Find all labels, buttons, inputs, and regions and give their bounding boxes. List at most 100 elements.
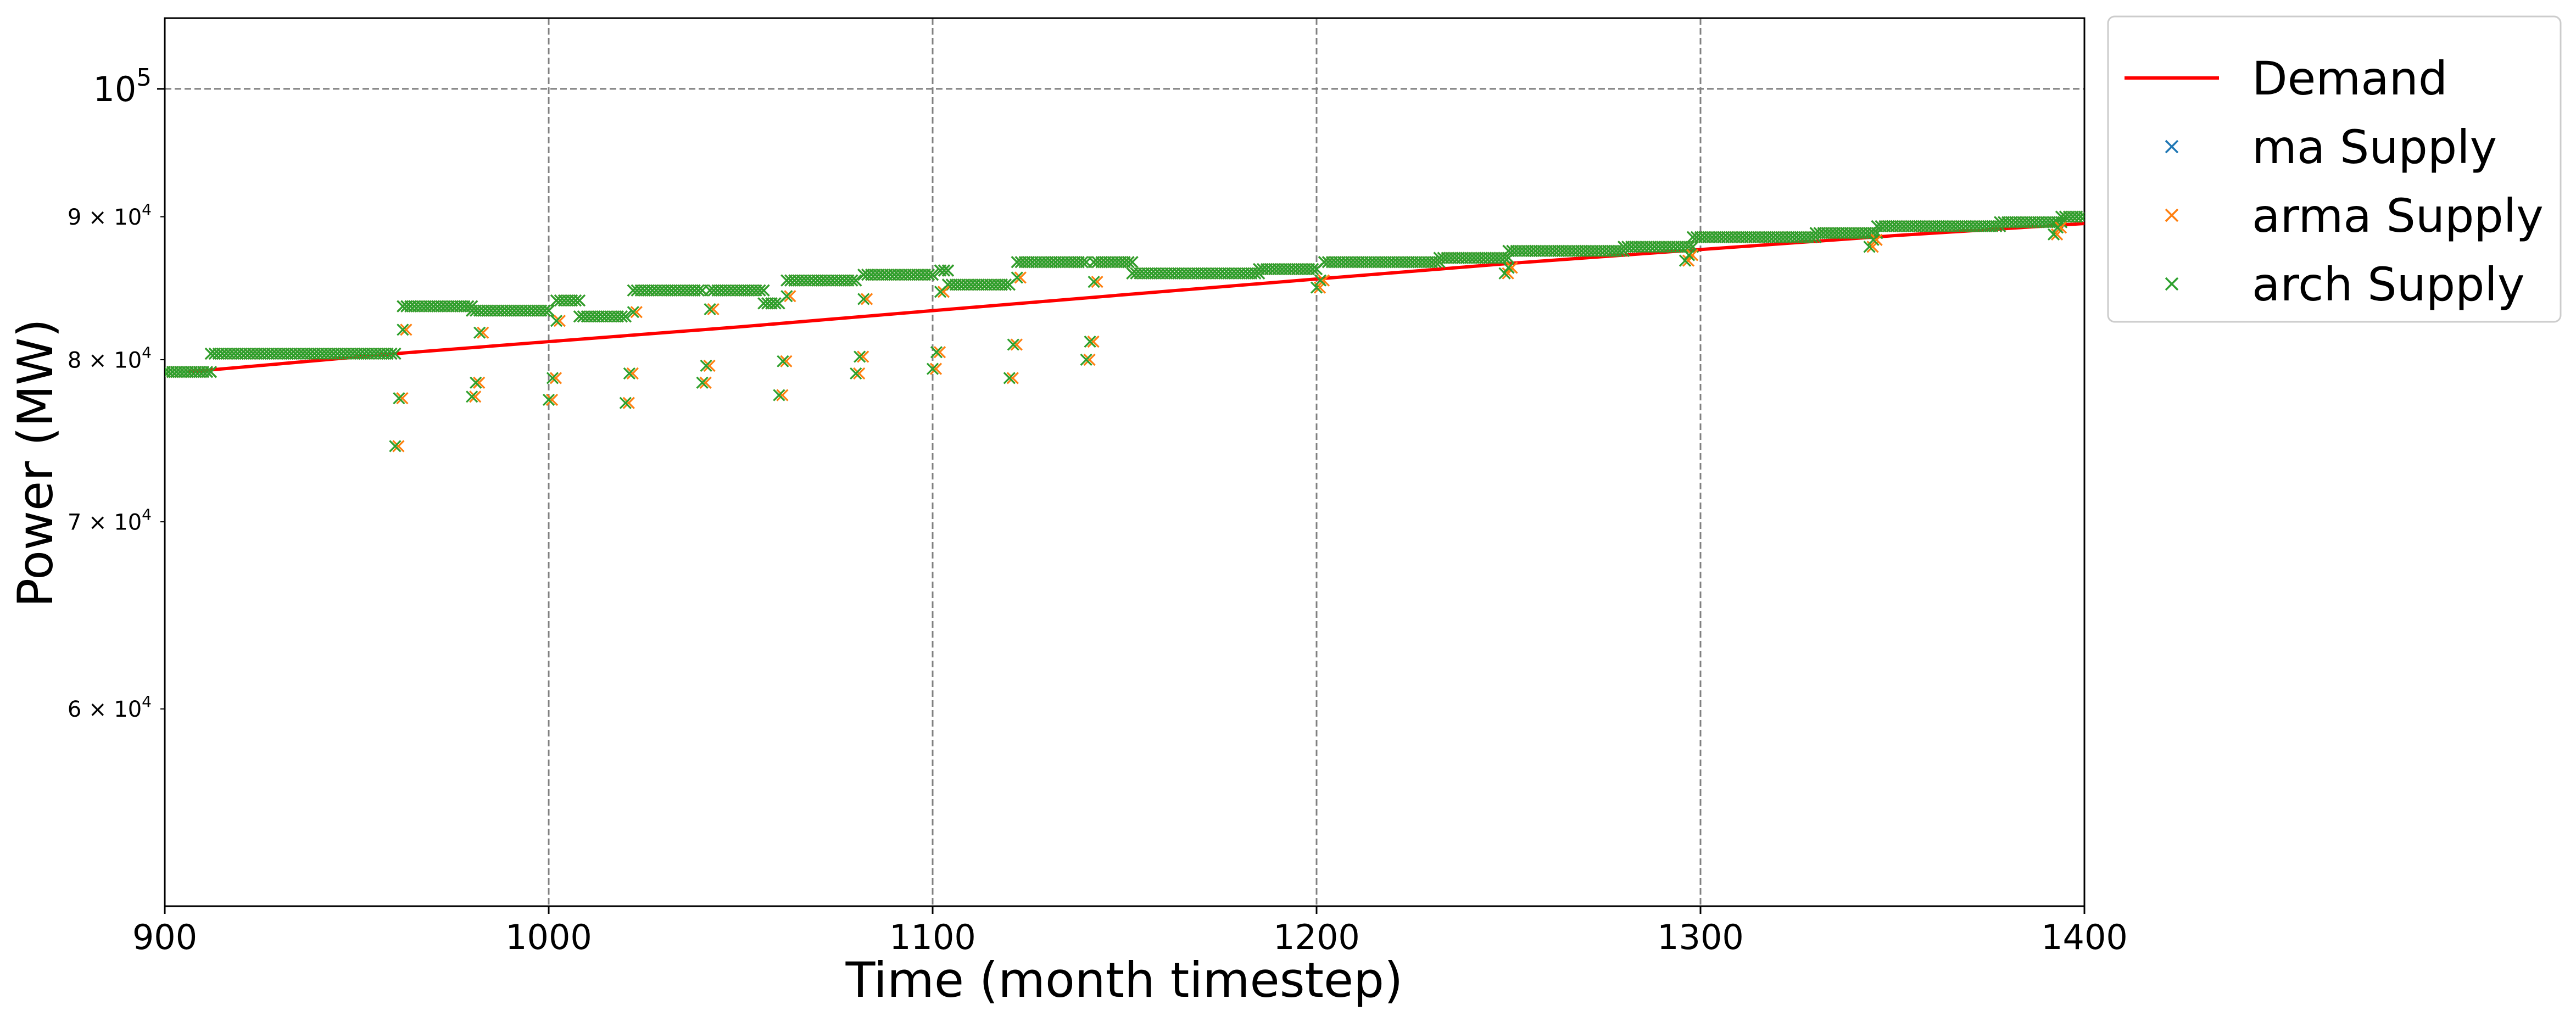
arch-supply-marker xyxy=(757,284,770,297)
y-tick-exponent: 4 xyxy=(142,200,152,219)
arma-supply-marker xyxy=(1087,335,1100,348)
arma-supply-marker xyxy=(937,286,950,298)
x-axis-label: Time (month timestep) xyxy=(845,952,1403,1008)
arma-supply-marker xyxy=(469,390,482,403)
y-tick-times-sign: × xyxy=(81,697,114,722)
legend-label: arma Supply xyxy=(2252,189,2544,243)
arch-supply-marker xyxy=(2051,216,2064,228)
arma-supply-marker xyxy=(1870,233,1883,246)
arch-supply-marker xyxy=(1498,267,1511,280)
y-tick-times-sign: × xyxy=(81,348,114,373)
axes-frame xyxy=(164,17,2086,907)
arch-supply-marker xyxy=(538,304,551,317)
x-tick-label: 1400 xyxy=(2041,917,2128,957)
arma-supply-marker xyxy=(703,359,716,372)
arch-supply-marker xyxy=(938,264,951,277)
y-tick-mantissa: 7 xyxy=(68,510,81,535)
y-tick-base: 10 xyxy=(93,69,136,109)
arch-supply-marker xyxy=(200,366,214,378)
y-tick-times-sign: × xyxy=(81,205,114,230)
arch-supply-marker xyxy=(999,278,1012,291)
y-tick-times-sign: × xyxy=(81,510,114,535)
x-tick-label: 1200 xyxy=(1273,917,1360,957)
arch-supply-marker xyxy=(704,303,716,316)
y-tick-label: 7 × 104 xyxy=(68,506,152,535)
legend-label: arch Supply xyxy=(2252,258,2525,311)
arch-supply-marker xyxy=(922,269,935,281)
supply-layer xyxy=(165,210,2084,453)
arma-supply-marker xyxy=(1006,372,1019,384)
arch-supply-marker xyxy=(850,274,862,287)
arch-supply-marker xyxy=(473,326,486,339)
arch-supply-marker xyxy=(780,290,793,303)
arch-supply-marker xyxy=(470,376,482,389)
arch-supply-marker xyxy=(550,315,563,327)
grid xyxy=(165,18,2084,906)
arch-supply-marker xyxy=(777,355,789,367)
y-tick-label: 6 × 104 xyxy=(68,693,152,722)
arma-supply-marker xyxy=(1091,276,1103,288)
arch-supply-marker xyxy=(1084,335,1096,348)
arch-supply-marker xyxy=(773,389,785,401)
arma-supply-marker xyxy=(929,362,943,375)
arch-supply-marker xyxy=(1003,372,1016,384)
plot-area xyxy=(165,210,2084,453)
arch-supply-marker xyxy=(854,350,866,363)
legend-arma-marker-swatch xyxy=(2165,208,2179,222)
arch-supply-marker xyxy=(1088,276,1100,288)
y-tick-exponent: 5 xyxy=(136,64,152,92)
arma-supply-marker xyxy=(780,355,793,367)
demand-layer xyxy=(187,221,2084,374)
arma-supply-marker xyxy=(1506,261,1518,274)
legend-label: Demand xyxy=(2252,52,2447,105)
arma-supply-marker xyxy=(1083,353,1096,366)
arch-supply-marker xyxy=(2055,216,2068,228)
x-tick-label: 1300 xyxy=(1657,917,1744,957)
arma-supply-marker xyxy=(553,315,566,327)
arma-supply-marker xyxy=(630,306,643,319)
y-tick-mantissa: 8 xyxy=(68,348,81,373)
y-tick-base: 10 xyxy=(114,348,142,373)
arch-supply-marker xyxy=(850,367,862,380)
arch-supply-marker xyxy=(1306,263,1319,276)
axes-border xyxy=(164,17,2086,907)
arch-supply-marker xyxy=(1502,261,1515,274)
arch-supply-marker xyxy=(1080,353,1092,366)
y-tick-mantissa: 6 xyxy=(68,697,81,722)
arma-supply-marker xyxy=(1686,249,1699,261)
x-axis-ticks: 900 1000 1100 1200 1300 1400 xyxy=(132,906,2128,957)
arma-supply-marker xyxy=(392,440,405,453)
x-tick-label: 1000 xyxy=(505,917,592,957)
arch-supply-marker xyxy=(542,393,555,406)
arma-supply-marker xyxy=(1014,271,1027,284)
arch-supply-marker xyxy=(1011,271,1023,284)
arch-supply-marker xyxy=(619,310,632,323)
arch-supply-marker xyxy=(1126,256,1139,269)
legend-ma-marker-swatch xyxy=(2165,139,2179,154)
arch-supply-marker xyxy=(926,269,939,281)
arma-supply-marker xyxy=(2054,221,2067,234)
arch-supply-marker xyxy=(769,297,782,310)
arch-supply-marker xyxy=(627,306,639,319)
arch-supply-marker xyxy=(1867,233,1880,246)
arma-supply-marker xyxy=(857,350,869,363)
arch-supply-marker xyxy=(393,392,405,405)
arma-supply-marker xyxy=(622,397,635,409)
arma-supply-marker xyxy=(1317,274,1330,287)
y-tick-exponent: 4 xyxy=(142,506,152,524)
arma-supply-marker xyxy=(477,326,489,339)
x-tick-label: 900 xyxy=(132,917,197,957)
arch-supply-marker xyxy=(2051,221,2064,234)
arma-supply-marker xyxy=(400,323,412,336)
arch-supply-marker xyxy=(857,293,870,305)
arch-supply-marker xyxy=(623,367,635,380)
arch-supply-marker xyxy=(2074,210,2084,223)
arma-supply-marker xyxy=(861,293,873,305)
y-tick-label: 9 × 104 xyxy=(68,200,152,230)
arma-supply-marker xyxy=(473,376,486,389)
arma-supply-marker xyxy=(545,393,559,406)
arma-supply-marker xyxy=(549,372,562,384)
arma-supply-marker xyxy=(784,290,796,303)
arch-supply-marker xyxy=(696,376,709,389)
